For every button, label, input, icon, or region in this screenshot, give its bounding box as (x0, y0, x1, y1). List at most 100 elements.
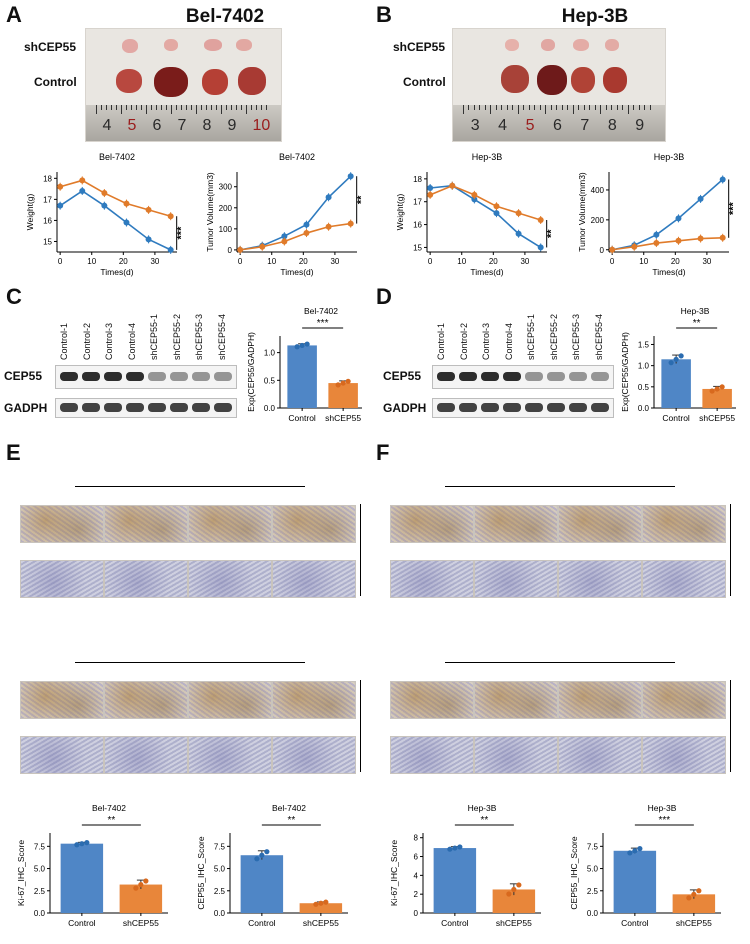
y-axis-label: Weight(g) (25, 193, 35, 230)
ruler-tick (649, 105, 651, 110)
ruler-tick (266, 105, 267, 110)
ruler-tick (633, 105, 635, 110)
data-point (427, 191, 434, 198)
lane-label: Control-2 (458, 322, 469, 360)
blot-band (214, 403, 232, 412)
data-dot (637, 846, 643, 852)
blot-band (82, 372, 100, 381)
ihc-title-rule (445, 662, 675, 663)
data-point (471, 191, 478, 198)
blot-band (192, 403, 210, 412)
y-tick-label: 0.0 (587, 909, 599, 918)
ihc-image-control (474, 681, 558, 719)
data-point (145, 236, 152, 243)
blot-band (437, 372, 455, 381)
tumor-ctrl-3 (202, 69, 228, 95)
chart-title: Bel-7402 (92, 803, 126, 813)
data-point (281, 238, 288, 245)
ruler-tick (131, 105, 132, 110)
ruler-tick (506, 105, 508, 110)
y-tick-label: 15 (43, 237, 52, 246)
ruler-tick (211, 105, 212, 110)
data-dot (304, 341, 310, 347)
side-rule (360, 680, 361, 772)
ruler-tick (627, 105, 629, 114)
ruler-tick (578, 105, 580, 110)
tumor-ctrl-4 (238, 67, 266, 95)
blot-band (214, 372, 232, 381)
ruler-tick (463, 105, 464, 114)
ruler-tick (171, 105, 172, 114)
ihc-image-control (20, 505, 104, 543)
x-tick-label: shCEP55 (676, 918, 712, 928)
y-axis-label: Tumor Volume(mm3) (577, 172, 587, 252)
bar-control (60, 843, 104, 913)
tumor-ctrl-3 (571, 67, 595, 93)
data-dot (709, 388, 715, 394)
significance-label: ** (693, 318, 701, 329)
ruler-tick (126, 105, 127, 110)
tumor-photo-bel: 4 5 6 7 8 9 10 (85, 28, 282, 142)
ruler-tick (468, 105, 470, 110)
tumor-sh-2 (164, 39, 178, 51)
ruler-tick (236, 105, 237, 110)
y-tick-label: 7.5 (214, 842, 226, 851)
blot-band (148, 372, 166, 381)
data-dot (143, 878, 149, 884)
blot-band (104, 372, 122, 381)
x-tick-label: 20 (299, 257, 308, 266)
ihc-image-control (390, 505, 474, 543)
y-axis-label: CEP55_IHC_Score (569, 836, 579, 910)
ihc-image-control (188, 505, 272, 543)
ruler-tick (251, 105, 252, 110)
bar-control (287, 345, 317, 408)
ruler-tick (121, 105, 122, 114)
significance-label: ** (480, 815, 488, 826)
blot-band (437, 403, 455, 412)
ruler-number: 4 (102, 117, 112, 134)
data-dot (447, 846, 453, 852)
data-dot (259, 852, 265, 858)
x-tick-label: 10 (457, 257, 466, 266)
chart-ki67-hep: Hep-3B 0 2 4 6 8 Ki-67_IHC_Score Control shCEP55… (389, 803, 541, 928)
data-point (537, 244, 544, 251)
data-point (303, 221, 310, 228)
blot-band (459, 372, 477, 381)
ruler-tick (550, 105, 552, 110)
lane-label: Control-1 (59, 322, 69, 360)
ihc-image-sh (474, 560, 558, 598)
lane-label: shCEP55-2 (171, 313, 182, 360)
x-axis-label: Times(d) (100, 267, 133, 277)
ihc-image-sh (20, 560, 104, 598)
tumor-ctrl-1 (501, 65, 529, 93)
y-tick-label: 5.0 (214, 865, 226, 874)
blot-cep55-d (432, 365, 614, 389)
y-tick-label: 17 (43, 195, 52, 204)
ruler-number: 4 (498, 117, 508, 134)
ihc-image-sh (188, 560, 272, 598)
data-point (237, 246, 244, 253)
y-tick-label: 2 (414, 890, 419, 899)
y-tick-label: 17 (413, 198, 422, 207)
ruler-tick (256, 105, 257, 110)
chart-cep55-bel: Bel-7402 0.0 2.5 5.0 7.5 CEP55_IHC_Score Contr… (196, 803, 348, 928)
chart-title: Bel-7402 (304, 306, 338, 316)
chart-title: Bel-7402 (272, 803, 306, 813)
data-dot (133, 885, 139, 891)
chart-volume-hep: Hep-3B 0 10 20 30 0 200 400 Times(d) Tumor Volume… (577, 152, 740, 277)
x-tick-label: shCEP55 (123, 918, 159, 928)
y-tick-label: 6 (414, 853, 419, 862)
x-tick-label: Control (68, 918, 96, 928)
data-dot (323, 899, 329, 905)
y-tick-label: 300 (219, 183, 233, 192)
ruler-tick (176, 105, 177, 110)
ruler-tick (106, 105, 107, 110)
ihc-image-sh (642, 736, 726, 774)
x-tick-label: 30 (702, 257, 711, 266)
data-dot (299, 342, 305, 349)
blot-band (503, 372, 521, 381)
series-line-control (240, 175, 352, 251)
panel-label-d: D (376, 284, 392, 309)
y-tick-label: 200 (219, 204, 233, 213)
